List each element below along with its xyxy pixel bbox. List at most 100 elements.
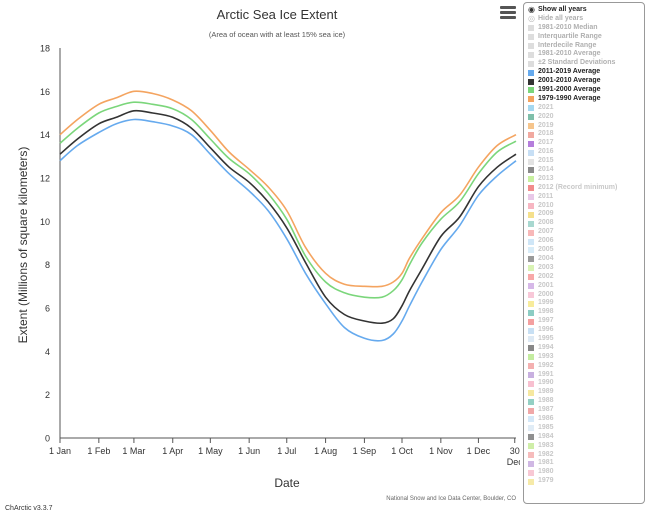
- legend-item[interactable]: 1989: [528, 388, 640, 397]
- legend-item[interactable]: 1994: [528, 344, 640, 353]
- legend-swatch: [528, 327, 534, 334]
- legend-swatch: [528, 434, 534, 441]
- y-tick-label: 4: [45, 347, 50, 357]
- legend-item[interactable]: 2016: [528, 148, 640, 157]
- legend-label: 1997: [538, 317, 554, 325]
- legend-item[interactable]: 1991: [528, 371, 640, 380]
- x-tick-label: 1 Mar: [122, 446, 145, 456]
- legend-item[interactable]: 1979: [528, 477, 640, 486]
- x-axis-label: Date: [274, 476, 300, 490]
- x-tick-label: 1 Jan: [49, 446, 71, 456]
- legend-item[interactable]: 2006: [528, 237, 640, 246]
- series-line-1991-2000-average[interactable]: [59, 101, 517, 299]
- legend-item[interactable]: 2000: [528, 291, 640, 300]
- legend-label: 1982: [538, 450, 554, 458]
- legend-item[interactable]: 2017: [528, 139, 640, 148]
- legend-label: Interquartile Range: [538, 32, 602, 40]
- legend-item[interactable]: ±2 Standard Deviations: [528, 59, 640, 68]
- legend-item[interactable]: 1993: [528, 353, 640, 362]
- legend-item[interactable]: 1983: [528, 442, 640, 451]
- legend-swatch: [528, 34, 534, 41]
- x-tick-label: 1 Sep: [353, 446, 377, 456]
- legend-item[interactable]: 2003: [528, 264, 640, 273]
- legend-label: 1981: [538, 459, 554, 467]
- legend-item[interactable]: 1998: [528, 308, 640, 317]
- legend-item[interactable]: 2011: [528, 193, 640, 202]
- legend-item[interactable]: Interquartile Range: [528, 33, 640, 42]
- legend-item[interactable]: 1981-2010 Average: [528, 50, 640, 59]
- legend-swatch: [528, 380, 534, 387]
- legend-item[interactable]: 1987: [528, 406, 640, 415]
- legend-label: 1979-1990 Average: [538, 94, 601, 102]
- legend-item[interactable]: 2013: [528, 175, 640, 184]
- legend-item[interactable]: 2018: [528, 130, 640, 139]
- legend-label: 1991-2000 Average: [538, 86, 601, 94]
- legend-label: 1998: [538, 308, 554, 316]
- legend-item[interactable]: 1992: [528, 362, 640, 371]
- legend-item[interactable]: 1999: [528, 299, 640, 308]
- legend-swatch: [528, 96, 534, 103]
- legend-item[interactable]: 2010: [528, 202, 640, 211]
- legend-item[interactable]: 2019: [528, 122, 640, 131]
- hide-all-years-toggle[interactable]: ◎ Hide all years: [528, 13, 640, 24]
- legend-item[interactable]: 2014: [528, 166, 640, 175]
- show-all-years-toggle[interactable]: ◉ Show all years: [528, 5, 640, 15]
- legend-label: 1993: [538, 352, 554, 360]
- series-line-2011-2019-average[interactable]: [59, 118, 517, 342]
- legend-item[interactable]: 2001: [528, 282, 640, 291]
- legend-item[interactable]: 2007: [528, 228, 640, 237]
- legend-swatch: [528, 389, 534, 396]
- legend-item[interactable]: 1980: [528, 468, 640, 477]
- chart-area: Arctic Sea Ice Extent (Area of ocean wit…: [16, 7, 520, 502]
- legend-swatch: [528, 140, 534, 147]
- legend-label: 2008: [538, 219, 554, 227]
- legend-item[interactable]: 1986: [528, 415, 640, 424]
- legend-panel: ◉ Show all years ◎ Hide all years 1981-2…: [523, 2, 645, 504]
- legend-item[interactable]: 2001-2010 Average: [528, 77, 640, 86]
- legend-item[interactable]: 1991-2000 Average: [528, 86, 640, 95]
- legend-label: Interdecile Range: [538, 41, 597, 49]
- legend-item[interactable]: 1995: [528, 335, 640, 344]
- legend-item[interactable]: 1996: [528, 326, 640, 335]
- legend-swatch: [528, 443, 534, 450]
- legend-label: 2011-2019 Average: [538, 68, 601, 76]
- legend-swatch: [528, 149, 534, 156]
- legend-item[interactable]: 1982: [528, 451, 640, 460]
- legend-item[interactable]: 1979-1990 Average: [528, 95, 640, 104]
- legend-item[interactable]: 2021: [528, 104, 640, 113]
- legend-item[interactable]: 2009: [528, 210, 640, 219]
- legend-item[interactable]: 2008: [528, 219, 640, 228]
- legend-label: 2000: [538, 290, 554, 298]
- legend-swatch: [528, 229, 534, 236]
- legend-item[interactable]: 2004: [528, 255, 640, 264]
- legend-item[interactable]: 2012 (Record minimum): [528, 184, 640, 193]
- legend-item[interactable]: 1990: [528, 379, 640, 388]
- legend-item[interactable]: 1981: [528, 459, 640, 468]
- legend-item[interactable]: 2011-2019 Average: [528, 68, 640, 77]
- legend-item[interactable]: 1988: [528, 397, 640, 406]
- legend-item[interactable]: 2002: [528, 273, 640, 282]
- series-line-2001-2010-average[interactable]: [59, 109, 517, 325]
- series-line-1979-1990-average[interactable]: [59, 90, 517, 288]
- legend-item[interactable]: 1984: [528, 433, 640, 442]
- eye-slash-icon: ◎: [528, 13, 535, 23]
- x-tick-label: Dec: [507, 457, 520, 467]
- legend-label: 1984: [538, 432, 554, 440]
- y-tick-label: 18: [40, 44, 50, 54]
- legend-label: 2019: [538, 121, 554, 129]
- version-text: ChArctic v3.3.7: [5, 505, 53, 512]
- hamburger-menu-icon[interactable]: [500, 6, 516, 20]
- legend-item[interactable]: 2005: [528, 246, 640, 255]
- legend-swatch: [528, 274, 534, 281]
- x-tick-label: 1 Apr: [162, 446, 183, 456]
- legend-label: 1994: [538, 343, 554, 351]
- legend-item[interactable]: Interdecile Range: [528, 42, 640, 51]
- legend-item[interactable]: 2020: [528, 113, 640, 122]
- legend-item[interactable]: 1981-2010 Median: [528, 24, 640, 33]
- hide-all-label: Hide all years: [537, 14, 584, 22]
- chart-subtitle: (Area of ocean with at least 15% sea ice…: [209, 30, 346, 39]
- legend-label: 2018: [538, 130, 554, 138]
- legend-item[interactable]: 2015: [528, 157, 640, 166]
- legend-item[interactable]: 1985: [528, 424, 640, 433]
- legend-item[interactable]: 1997: [528, 317, 640, 326]
